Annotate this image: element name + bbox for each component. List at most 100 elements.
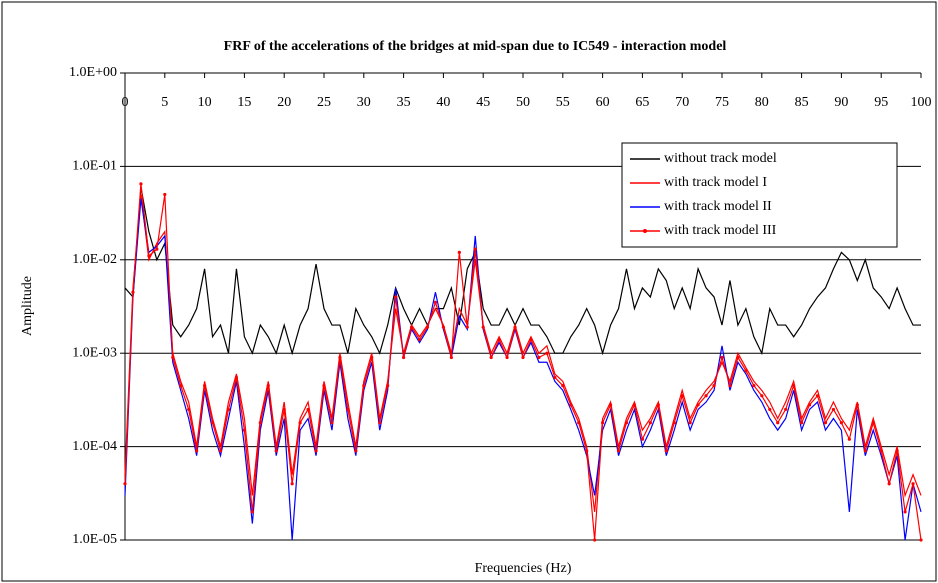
- series-marker: [290, 482, 294, 486]
- series-marker: [226, 407, 231, 412]
- y-tick-label: 1.0E+00: [69, 65, 117, 80]
- series-marker: [712, 383, 716, 388]
- series-marker: [736, 355, 740, 360]
- series-marker: [314, 449, 318, 453]
- x-tick-label: 60: [596, 95, 610, 110]
- chart-title: FRF of the accelerations of the bridges …: [224, 39, 727, 54]
- series-marker: [664, 449, 668, 453]
- series-marker: [195, 449, 199, 453]
- series-marker: [473, 247, 477, 251]
- series-marker: [895, 449, 899, 453]
- series-marker: [601, 421, 605, 425]
- series-marker: [871, 421, 875, 425]
- x-tick-label: 35: [397, 95, 411, 110]
- series-marker: [171, 355, 175, 360]
- series-marker: [640, 437, 645, 441]
- series-marker: [887, 482, 891, 486]
- series-line: [124, 194, 922, 512]
- x-tick-label: 55: [556, 95, 570, 110]
- series-marker: [274, 449, 278, 453]
- series-marker: [449, 355, 453, 360]
- series-marker: [179, 383, 183, 388]
- series-marker: [672, 421, 676, 425]
- series-marker: [417, 337, 422, 342]
- series-marker: [465, 325, 469, 329]
- series-marker: [831, 407, 836, 412]
- x-tick-label: 100: [911, 95, 932, 110]
- series-marker: [354, 449, 358, 453]
- series-marker: [481, 325, 485, 329]
- series-marker: [593, 538, 597, 542]
- series-marker: [521, 355, 525, 360]
- x-tick-label: 80: [755, 95, 769, 110]
- series-marker: [409, 325, 414, 329]
- series-marker: [744, 369, 748, 373]
- y-tick-label: 1.0E-01: [72, 159, 117, 174]
- series-marker: [656, 403, 660, 407]
- series-marker: [800, 421, 804, 425]
- x-tick-label: 95: [874, 95, 888, 110]
- series-marker: [529, 337, 533, 342]
- series-marker: [792, 383, 796, 388]
- series-marker: [266, 383, 270, 388]
- series-marker: [394, 295, 398, 299]
- series-marker: [378, 421, 382, 425]
- series-marker: [863, 449, 867, 453]
- series-marker: [855, 403, 859, 407]
- series-marker: [489, 355, 493, 360]
- series-marker: [457, 250, 461, 255]
- x-tick-label: 5: [161, 95, 168, 110]
- x-tick-label: 30: [357, 95, 371, 110]
- series-marker: [386, 383, 390, 388]
- series-marker: [616, 449, 621, 453]
- x-tick-label: 70: [675, 95, 689, 110]
- series-marker: [322, 383, 326, 388]
- x-tick-label: 15: [237, 95, 251, 110]
- series-marker: [362, 383, 366, 388]
- series-marker: [704, 394, 708, 398]
- series-marker: [752, 383, 756, 388]
- y-tick-label: 1.0E-04: [72, 439, 117, 454]
- legend-label: with track model III: [664, 223, 777, 238]
- series-marker: [768, 407, 772, 412]
- series-marker: [569, 403, 573, 407]
- legend-box: [621, 142, 898, 248]
- x-tick-label: 65: [635, 95, 649, 110]
- series-marker: [919, 538, 923, 542]
- x-tick-label: 45: [476, 95, 490, 110]
- series-marker: [585, 449, 589, 453]
- series-marker: [210, 421, 215, 425]
- y-tick-label: 1.0E-02: [72, 252, 117, 267]
- series-marker: [338, 355, 342, 360]
- series-marker: [624, 421, 629, 425]
- y-tick-label: 1.0E-05: [72, 532, 117, 547]
- y-tick-label: 1.0E-03: [72, 345, 117, 360]
- series-marker: [497, 337, 501, 342]
- y-axis-title: Amplitude: [20, 276, 35, 336]
- legend-marker: [643, 229, 647, 233]
- series-marker: [234, 375, 239, 380]
- series-marker: [696, 403, 700, 407]
- series-marker: [306, 407, 310, 412]
- series-marker: [537, 355, 541, 360]
- series-marker: [680, 394, 684, 398]
- series-marker: [242, 428, 246, 432]
- series-marker: [218, 449, 223, 453]
- series-marker: [187, 407, 191, 412]
- x-tick-label: 90: [834, 95, 848, 110]
- series-marker: [577, 421, 581, 425]
- series-marker: [815, 394, 820, 398]
- series-line: [124, 187, 921, 356]
- series-marker: [513, 325, 517, 329]
- series-marker: [688, 421, 692, 425]
- x-tick-label: 75: [715, 95, 729, 110]
- series-marker: [553, 375, 557, 380]
- series-marker: [147, 254, 151, 258]
- series-marker: [441, 325, 445, 329]
- series-marker: [879, 449, 883, 453]
- series-marker: [346, 407, 350, 412]
- series-marker: [298, 421, 302, 425]
- series-marker: [163, 192, 167, 197]
